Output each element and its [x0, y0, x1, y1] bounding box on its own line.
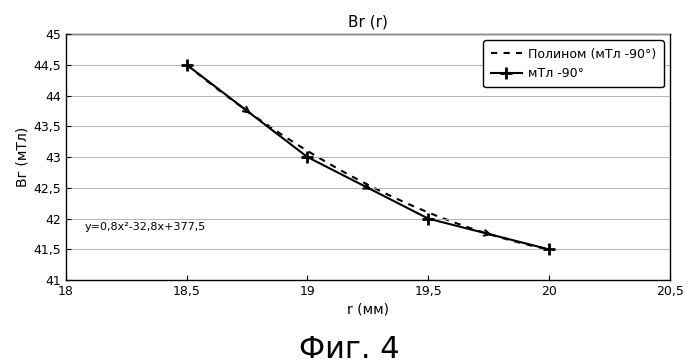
X-axis label: r (мм): r (мм): [347, 302, 389, 316]
мТл -90°: [303, 155, 312, 159]
Полином (мТл -90°): [197, 74, 206, 79]
Полином (мТл -90°): [204, 80, 212, 84]
Y-axis label: Вг (мТл): Вг (мТл): [15, 127, 29, 187]
Полином (мТл -90°): [514, 240, 522, 245]
мТл -90°: [545, 247, 554, 252]
Полином (мТл -90°): [527, 243, 535, 248]
Полином (мТл -90°): [250, 114, 258, 118]
Text: y=0,8x²-32,8x+377,5: y=0,8x²-32,8x+377,5: [85, 222, 206, 232]
Title: Br (r): Br (r): [348, 15, 388, 30]
мТл -90°: [424, 217, 433, 221]
Line: Полином (мТл -90°): Полином (мТл -90°): [187, 65, 549, 249]
Полином (мТл -90°): [545, 247, 554, 252]
мТл -90°: [182, 63, 191, 67]
Полином (мТл -90°): [279, 133, 287, 138]
Полином (мТл -90°): [182, 63, 191, 67]
Legend: Полином (мТл -90°), мТл -90°: Полином (мТл -90°), мТл -90°: [483, 40, 664, 87]
Text: Фиг. 4: Фиг. 4: [299, 335, 400, 364]
Line: мТл -90°: мТл -90°: [180, 59, 556, 256]
